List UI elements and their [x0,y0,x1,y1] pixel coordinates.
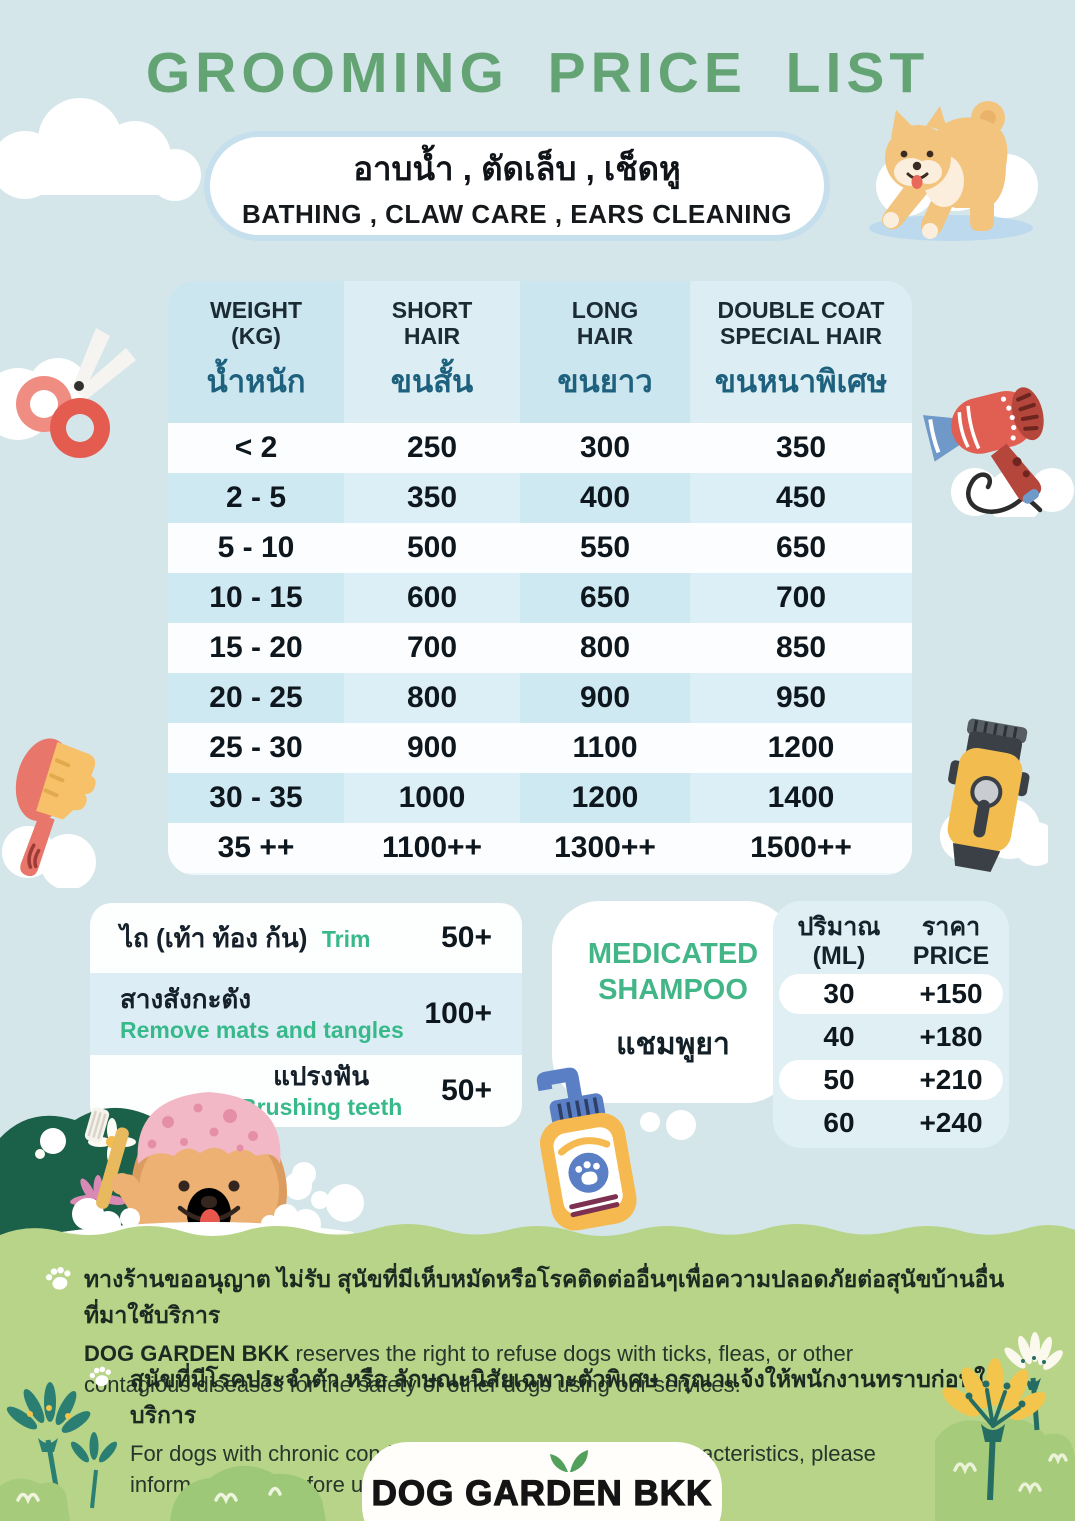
price-header: ราคา PRICE [912,913,990,970]
left-corner-flowers [0,1382,118,1521]
service-row-mats: สางสังกะตัง Remove mats and tangles 100+ [90,973,522,1055]
leaf-icon [550,1450,588,1472]
grooming-brush-icon [2,738,96,888]
volume-header: ปริมาณ (ML) [797,913,881,970]
medicated-shampoo-thai: แชมพูยา [616,1028,730,1062]
bubble [40,1128,66,1154]
table-row: 25 - 30 900 1100 1200 [168,723,912,773]
note-english: DOG GARDEN BKK reserves the right to ref… [84,1341,854,1397]
white-flower-icon [1004,1332,1063,1431]
service-row-teeth: แปรงฟัน Brushing teeth 50+ [90,1055,522,1127]
scissors-icon [0,328,136,458]
medicated-shampoo-bubble: MEDICATED SHAMPOO แชมพูยา [552,901,794,1103]
page-title: GROOMING PRICE LIST [145,41,930,105]
shampoo-price-panel: ปริมาณ (ML) ราคา PRICE 30 +150 40 +180 50 +… [773,901,1009,1148]
teal-flower-icon [6,1382,91,1499]
paw-icon [45,1266,71,1290]
center-bush [170,1465,326,1521]
table-row: 30 - 35 1000 1200 1400 [168,773,912,823]
hair-clipper-icon [940,718,1048,872]
logo-pill: DOG GARDEN BKK [362,1442,722,1521]
column-header-double-coat: DOUBLE COAT SPECIAL HAIR ขนหนาพิเศษ [690,281,912,423]
hair-dryer-icon [922,387,1074,517]
thought-dot [640,1112,660,1132]
table-row: 35 ++ 1100++ 1300++ 1500++ [168,823,912,873]
service-price: 50+ [441,921,492,954]
teal-flower-icon [70,1432,118,1509]
shampoo-row: 50 +210 [779,1059,1003,1100]
note-thai: สุนัขที่มีโรคประจำตัว หรือ ลักษณะนิสัยเฉ… [130,1366,1002,1428]
price-table-header: WEIGHT (KG) น้ำหนัก SHORT HAIR ขนสั้น LO… [168,281,912,423]
yellow-flower-icon [942,1358,1046,1501]
table-row: 2 - 5 350 400 450 [168,473,912,523]
service-english: Trim [321,925,371,952]
shampoo-table-header: ปริมาณ (ML) ราคา PRICE [779,913,1003,971]
column-header-short-hair: SHORT HAIR ขนสั้น [344,281,520,423]
service-thai: ไถ (เท้า ท้อง ก้น) [120,922,308,953]
column-header-weight: WEIGHT (KG) น้ำหนัก [206,296,306,400]
extra-services-panel: ไถ (เท้า ท้อง ก้น) Trim 50+ สางสังกะตัง … [90,903,522,1127]
medicated-shampoo-title: MEDICATED SHAMPOO [587,937,759,1006]
note-thai: ทางร้านขออนุญาต ไม่รับ สุนัขที่มีเห็บหมั… [84,1266,1005,1328]
policy-note-1: ทางร้านขออนุญาต ไม่รับ สุนัขที่มีเห็บหมั… [84,1262,1024,1401]
service-english: Remove mats and tangles [120,1016,404,1043]
shampoo-row: 60 +240 [823,1106,983,1138]
paw-icon [89,1366,111,1387]
service-row-trim: ไถ (เท้า ท้อง ก้น) Trim 50+ [90,903,522,973]
price-table: WEIGHT (KG) น้ำหนัก SHORT HAIR ขนสั้น LO… [168,281,912,875]
subtitle-bubble: อาบน้ำ , ตัดเล็บ , เช็ดหู BATHING , CLAW… [204,131,830,241]
logo-text: DOG GARDEN BKK [371,1473,713,1513]
table-row: 15 - 20 700 800 850 [168,623,912,673]
column-header-long-hair: LONG HAIR ขนยาว [557,296,653,400]
table-row: < 2 250 300 350 [168,423,912,473]
bubble [326,1184,364,1222]
shiba-dog-icon [869,101,1038,241]
cloud-top-left-icon [0,98,201,201]
service-thai: แปรงฟัน [273,1061,370,1092]
service-thai: สางสังกะตัง [120,984,252,1015]
service-price: 50+ [441,1074,492,1107]
right-bushes-flowers [935,1332,1075,1521]
service-price: 100+ [424,997,492,1030]
shampoo-row: 30 +150 [779,973,1003,1014]
shampoo-bottle-icon [536,1067,637,1231]
subtitle-english: BATHING , CLAW CARE , EARS CLEANING [241,199,793,229]
toothbrush-icon [84,1107,129,1209]
table-row: 10 - 15 600 650 700 [168,573,912,623]
brand-name: DOG GARDEN BKK [84,1341,290,1366]
table-row: 20 - 25 800 900 950 [168,673,912,723]
shampoo-row: 40 +180 [823,1020,983,1052]
grass-edge [0,1223,1075,1245]
table-row: 5 - 10 500 550 650 [168,523,912,573]
thought-dot [666,1110,696,1140]
subtitle-thai: อาบน้ำ , ตัดเล็บ , เช็ดหู [353,150,681,187]
